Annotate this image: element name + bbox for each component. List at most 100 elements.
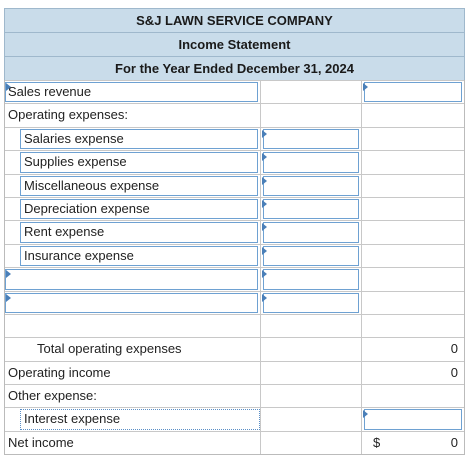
blank2-label-cell[interactable]: [5, 291, 261, 314]
misc-label-cell[interactable]: Miscellaneous expense: [5, 174, 261, 197]
row-interest-expense: Interest expense: [5, 407, 464, 431]
rent-label: Rent expense: [24, 224, 105, 240]
interest-amount-cell[interactable]: [362, 408, 464, 430]
row-supplies-expense: Supplies expense: [5, 150, 464, 174]
income-statement: S&J LAWN SERVICE COMPANY Income Statemen…: [4, 8, 465, 455]
interest-amount-input[interactable]: [364, 409, 462, 430]
dropdown-marker-icon: [363, 410, 368, 419]
misc-amount-input[interactable]: [263, 175, 359, 196]
dropdown-marker-icon: [262, 223, 267, 232]
interest-label: Interest expense: [24, 411, 121, 427]
company-name: S&J LAWN SERVICE COMPANY: [4, 8, 465, 32]
dropdown-marker-icon: [6, 293, 11, 302]
operating-income-value: 0: [450, 364, 458, 380]
misc-label-input[interactable]: [20, 175, 258, 196]
sales-revenue-label: Sales revenue: [8, 84, 92, 99]
blank2-amount-input[interactable]: [263, 292, 359, 313]
operating-expenses-col2: [261, 104, 362, 127]
net-income-col2: [261, 431, 362, 455]
total-operating-col2: [261, 338, 362, 361]
salaries-amount-cell[interactable]: [261, 127, 362, 151]
row-insurance-expense: Insurance expense: [5, 243, 464, 268]
spacer-col3: [362, 315, 464, 337]
dropdown-marker-icon: [262, 129, 267, 138]
other-expense-col2: [261, 385, 362, 408]
dropdown-marker-icon: [363, 83, 368, 91]
interest-label-cell[interactable]: Interest expense: [5, 408, 261, 431]
blank2-label-input[interactable]: [5, 292, 258, 313]
supplies-label-cell[interactable]: Supplies expense: [5, 151, 261, 174]
sales-revenue-label-input[interactable]: [5, 82, 258, 103]
blank1-amount-input[interactable]: [263, 269, 359, 290]
insurance-amount-cell[interactable]: [261, 244, 362, 268]
sales-revenue-amount-cell[interactable]: [362, 81, 464, 103]
net-income-label: Net income: [5, 431, 261, 455]
salaries-label-cell[interactable]: Salaries expense: [5, 127, 261, 151]
total-operating-label: Total operating expenses: [5, 338, 261, 361]
net-income-currency: $: [373, 434, 381, 450]
blank1-col3: [362, 268, 464, 290]
insurance-label: Insurance expense: [24, 247, 134, 263]
operating-income-label: Operating income: [5, 361, 261, 385]
statement-grid: Sales revenue Operating expenses: Salari…: [4, 80, 465, 455]
row-operating-income: Operating income 0: [5, 360, 464, 385]
supplies-label: Supplies expense: [24, 154, 127, 170]
sales-revenue-amount-input[interactable]: [364, 82, 462, 103]
salaries-col3: [362, 128, 464, 150]
blank1-amount-cell[interactable]: [261, 268, 362, 291]
row-blank-1: [5, 267, 464, 291]
rent-label-input[interactable]: [20, 222, 258, 243]
depreciation-amount-cell[interactable]: [261, 197, 362, 221]
rent-amount-cell[interactable]: [261, 221, 362, 244]
blank2-col3: [362, 292, 464, 314]
rent-label-cell[interactable]: Rent expense: [5, 221, 261, 244]
depreciation-col3: [362, 198, 464, 220]
dropdown-marker-icon: [262, 176, 267, 185]
other-expense-label: Other expense:: [5, 385, 261, 408]
row-sales-revenue: Sales revenue: [5, 80, 464, 104]
row-rent-expense: Rent expense: [5, 220, 464, 244]
rent-col3: [362, 221, 464, 243]
statement-title: Income Statement: [4, 32, 465, 56]
supplies-amount-input[interactable]: [263, 152, 359, 173]
sales-revenue-col2: [261, 81, 362, 104]
dropdown-marker-icon: [6, 83, 11, 91]
row-other-expense: Other expense:: [5, 384, 464, 408]
other-expense-col3: [362, 385, 464, 407]
salaries-label-input[interactable]: [20, 128, 258, 150]
salaries-amount-input[interactable]: [263, 128, 359, 150]
misc-amount-cell[interactable]: [261, 174, 362, 197]
interest-col2: [261, 408, 362, 431]
operating-expenses-label: Operating expenses:: [5, 104, 261, 127]
row-spacer: [5, 313, 464, 338]
depreciation-label: Depreciation expense: [24, 200, 150, 216]
interest-label-input[interactable]: [20, 409, 260, 430]
sales-revenue-label-cell[interactable]: Sales revenue: [5, 81, 261, 104]
depreciation-label-input[interactable]: [20, 198, 258, 220]
depreciation-amount-input[interactable]: [263, 198, 359, 220]
supplies-label-input[interactable]: [20, 152, 258, 173]
operating-income-col2: [261, 361, 362, 385]
row-salaries-expense: Salaries expense: [5, 126, 464, 151]
statement-period: For the Year Ended December 31, 2024: [4, 56, 465, 80]
total-operating-value: 0: [450, 341, 458, 357]
blank1-label-cell[interactable]: [5, 268, 261, 291]
insurance-col3: [362, 245, 464, 267]
dropdown-marker-icon: [262, 246, 267, 255]
supplies-col3: [362, 151, 464, 173]
supplies-amount-cell[interactable]: [261, 151, 362, 174]
net-income-value: 0: [450, 434, 458, 450]
row-misc-expense: Miscellaneous expense: [5, 173, 464, 197]
blank2-amount-cell[interactable]: [261, 291, 362, 314]
insurance-label-cell[interactable]: Insurance expense: [5, 244, 261, 268]
blank1-label-input[interactable]: [5, 269, 258, 290]
insurance-label-input[interactable]: [20, 245, 258, 267]
spacer-col2: [261, 314, 362, 338]
insurance-amount-input[interactable]: [263, 245, 359, 267]
net-income-cell: $ 0: [362, 432, 464, 454]
rent-amount-input[interactable]: [263, 222, 359, 243]
row-operating-expenses: Operating expenses:: [5, 103, 464, 127]
row-depreciation-expense: Depreciation expense: [5, 196, 464, 221]
row-total-operating-expenses: Total operating expenses 0: [5, 337, 464, 361]
depreciation-label-cell[interactable]: Depreciation expense: [5, 197, 261, 221]
